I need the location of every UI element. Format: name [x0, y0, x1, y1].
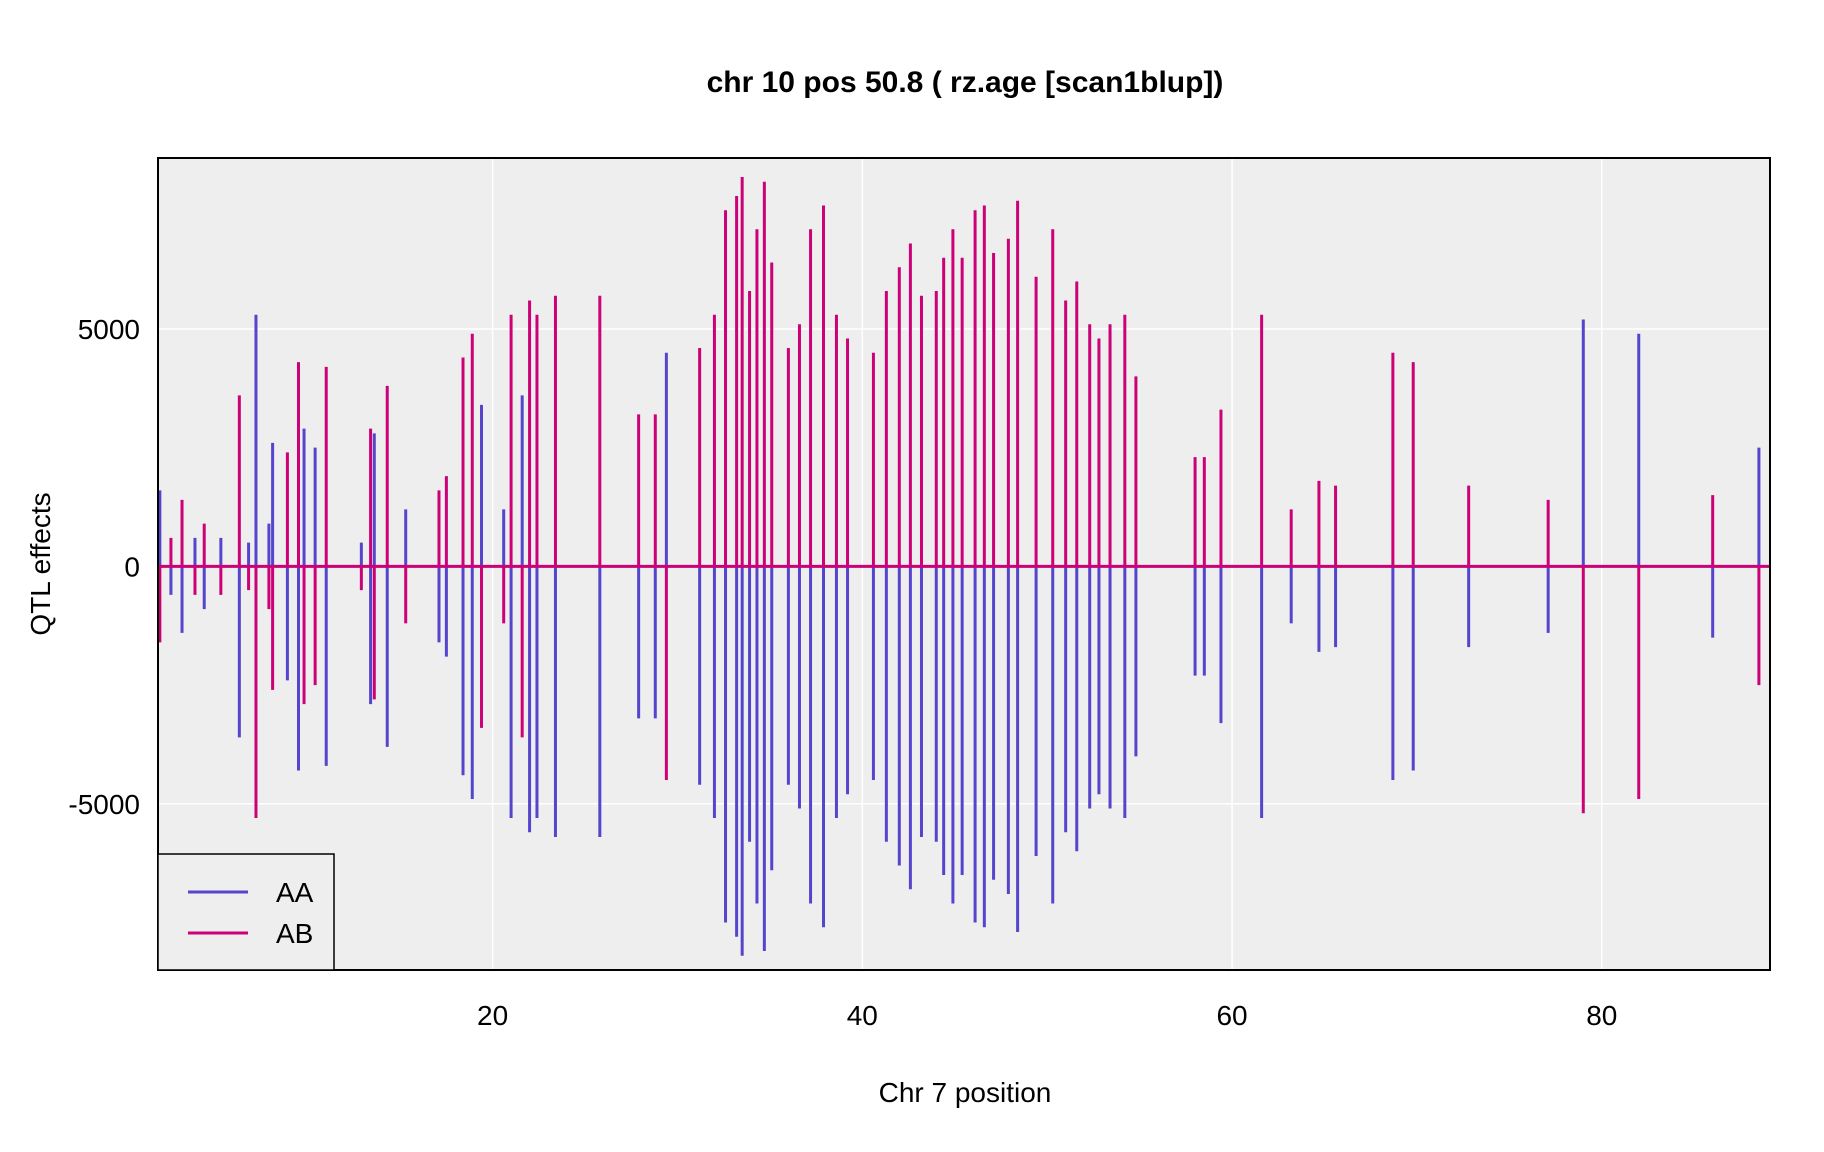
legend: AA AB: [157, 853, 335, 971]
y-tick-label: -5000: [68, 789, 140, 820]
y-tick-label: 5000: [78, 314, 140, 345]
x-tick-label: 40: [847, 1000, 878, 1031]
y-tick-label: 0: [124, 551, 140, 582]
y-axis-ticks: -5000 0 5000: [68, 314, 140, 820]
legend-label-aa: AA: [276, 877, 314, 908]
plot-frame: [157, 157, 1771, 971]
x-tick-label: 60: [1216, 1000, 1247, 1031]
x-axis-ticks: 20 40 60 80: [477, 1000, 1617, 1031]
x-tick-label: 20: [477, 1000, 508, 1031]
legend-box: [157, 853, 335, 971]
y-axis-label: QTL effects: [25, 492, 56, 635]
data-series: [158, 176, 1761, 956]
legend-label-ab: AB: [276, 918, 313, 949]
x-axis-label: Chr 7 position: [879, 1077, 1052, 1108]
series-ab: [158, 176, 1761, 819]
chart-title: chr 10 pos 50.8 ( rz.age [scan1blup]): [707, 66, 1224, 99]
series-aa: [158, 314, 1761, 956]
x-tick-label: 80: [1586, 1000, 1617, 1031]
plot-panel: [158, 158, 1770, 970]
